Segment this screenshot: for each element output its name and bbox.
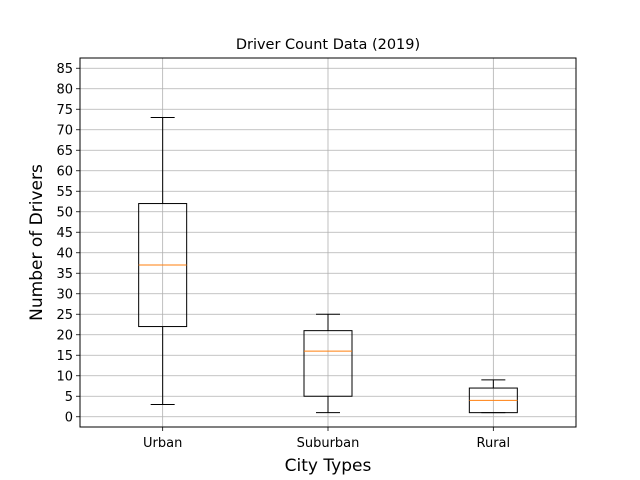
box-suburban xyxy=(303,313,353,414)
y-tick-label: 20 xyxy=(56,328,73,343)
chart-title: Driver Count Data (2019) xyxy=(236,37,420,53)
y-tick-label: 45 xyxy=(56,226,73,241)
box-iqr xyxy=(303,330,353,397)
box-series xyxy=(138,116,518,414)
y-tick-label: 60 xyxy=(56,164,73,179)
y-tick-label: 85 xyxy=(56,62,73,77)
y-tick-label: 65 xyxy=(56,144,73,159)
grid-lines xyxy=(80,58,576,427)
y-tick-label: 30 xyxy=(56,287,73,302)
y-tick-label: 15 xyxy=(56,349,73,364)
y-tick-label: 75 xyxy=(56,103,73,118)
y-tick-label: 50 xyxy=(56,205,73,220)
y-tick-label: 0 xyxy=(65,410,73,425)
y-tick-label: 40 xyxy=(56,246,73,261)
y-tick-label: 70 xyxy=(56,123,73,138)
y-tick-label: 55 xyxy=(56,185,73,200)
y-axis-label: Number of Drivers xyxy=(27,164,47,321)
y-tick-label: 5 xyxy=(65,390,73,405)
y-tick-label: 10 xyxy=(56,369,73,384)
y-tick-label: 35 xyxy=(56,267,73,282)
y-tick-label: 80 xyxy=(56,82,73,97)
x-axis-label: City Types xyxy=(285,456,372,476)
x-tick-label: Rural xyxy=(477,436,511,451)
x-tick-label: Urban xyxy=(143,436,182,451)
box-urban xyxy=(138,116,188,405)
x-tick-label: Suburban xyxy=(297,436,360,451)
axis-ticks: 0 5 10 15 20 25 30 35 40 45 50 55 60 65 70 75 80 85 Urban S… xyxy=(56,62,510,451)
box-rural xyxy=(468,379,518,414)
y-tick-label: 25 xyxy=(56,308,73,323)
